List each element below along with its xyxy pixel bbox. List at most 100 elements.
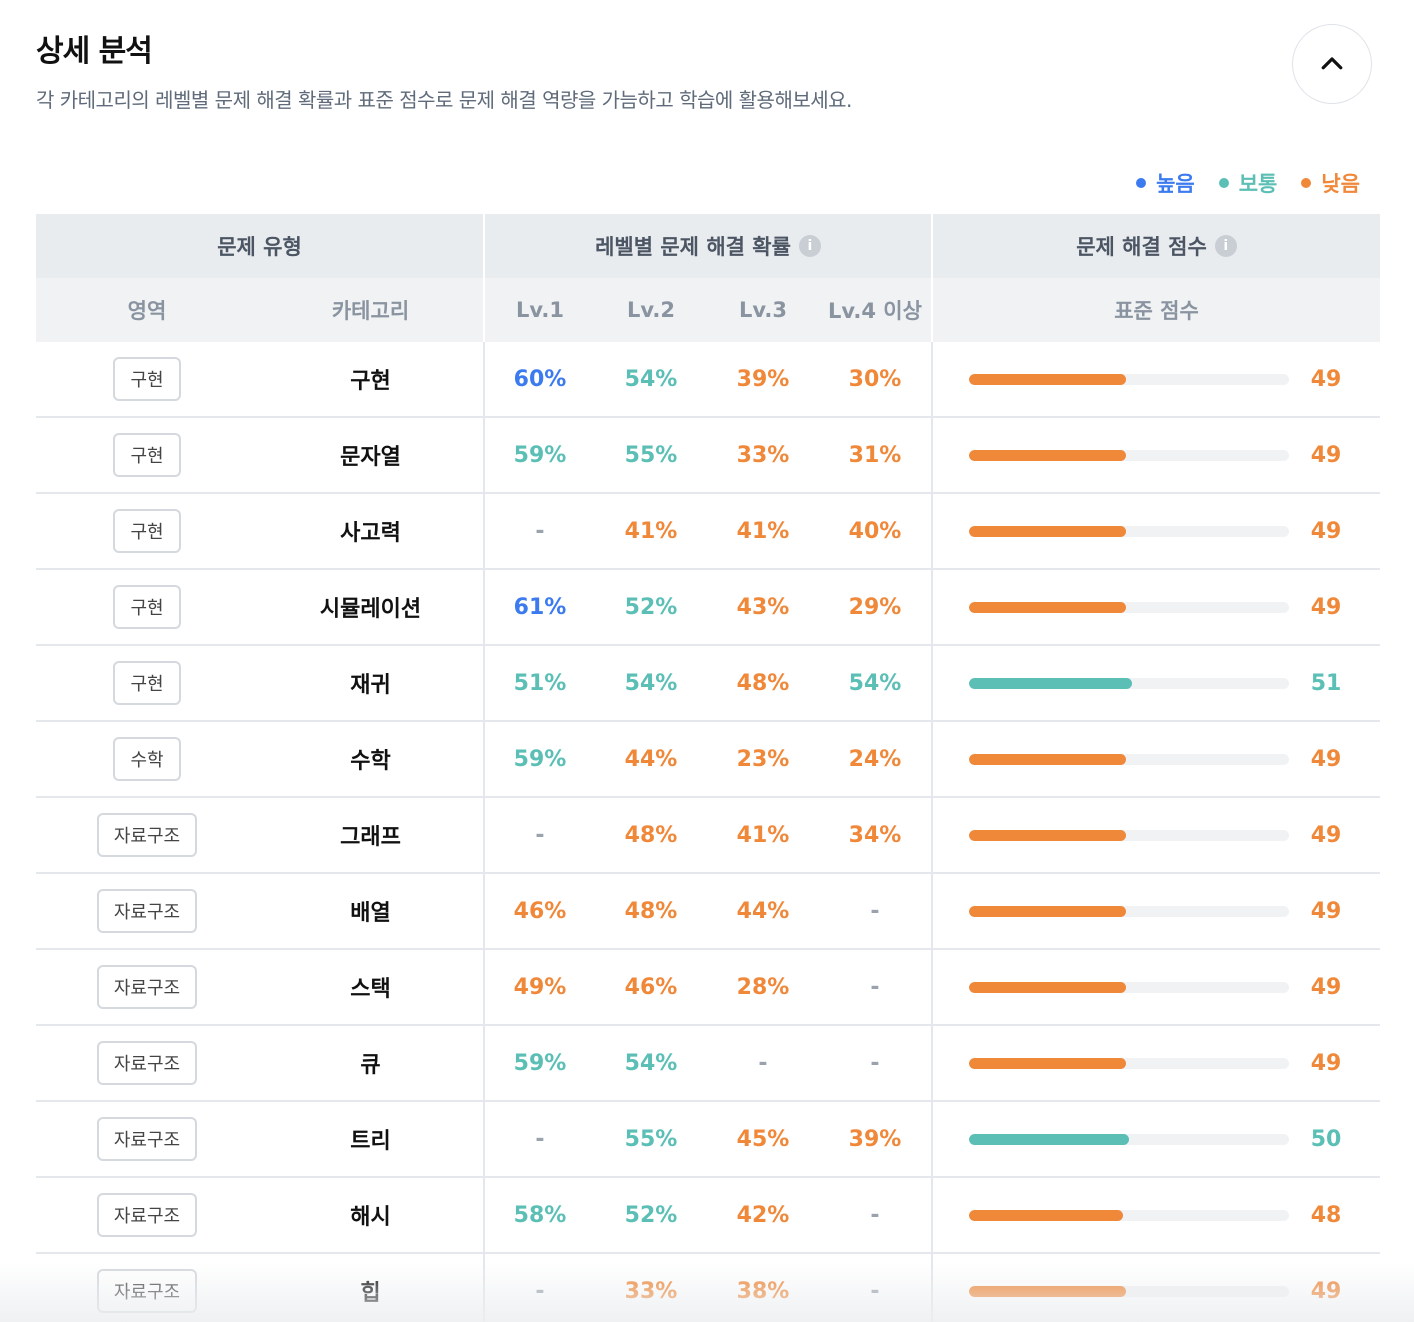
area-tag[interactable]: 구현 [113, 433, 181, 477]
info-icon[interactable]: i [798, 235, 821, 257]
score-cell: 48 [931, 1178, 1380, 1252]
legend-label: 낮음 [1321, 172, 1360, 196]
score-bar-fill [969, 601, 1126, 613]
score-bar [969, 677, 1289, 689]
lv2-probability: 55% [624, 442, 678, 468]
legend-item-low: 낮음 [1301, 168, 1360, 198]
header-solve-score: 문제 해결 점수 i [931, 214, 1380, 278]
score-bar [969, 1285, 1289, 1297]
lv1-probability: 49% [483, 950, 595, 1024]
header-category: 카테고리 [331, 299, 410, 323]
category-name: 그래프 [340, 825, 401, 850]
standard-score: 49 [1310, 366, 1342, 392]
standard-score: 49 [1310, 822, 1342, 848]
legend-label: 높음 [1156, 172, 1195, 196]
lv3-probability: 23% [736, 746, 790, 772]
header-lv3: Lv.3 [739, 298, 787, 322]
chevron-up-icon [1321, 57, 1343, 70]
score-bar-fill [969, 981, 1126, 993]
lv3-probability: 38% [736, 1278, 790, 1304]
area-tag[interactable]: 자료구조 [96, 1117, 198, 1161]
table-row: 자료구조 스택 49% 46% 28% - 49 [36, 950, 1380, 1026]
area-tag[interactable]: 자료구조 [96, 1269, 198, 1313]
area-cell: 구현 [36, 418, 258, 492]
score-cell: 49 [931, 874, 1380, 948]
standard-score: 51 [1310, 670, 1342, 696]
legend-dot [1136, 178, 1147, 188]
score-cell: 49 [931, 570, 1380, 644]
legend-dot [1218, 178, 1229, 188]
area-tag[interactable]: 구현 [113, 661, 181, 705]
legend-label: 보통 [1238, 172, 1278, 196]
score-cell: 49 [931, 1254, 1380, 1322]
score-bar-fill [969, 829, 1126, 841]
score-bar-fill [969, 1285, 1126, 1297]
score-cell: 49 [931, 722, 1380, 796]
area-cell: 수학 [36, 722, 258, 796]
lv4-probability: 40% [848, 518, 902, 544]
legend: 높음 보통 낮음 [1136, 168, 1360, 198]
table-row: 자료구조 큐 59% 54% - - 49 [36, 1026, 1380, 1102]
area-tag[interactable]: 자료구조 [96, 965, 198, 1009]
section-header: 상세 분석 각 카테고리의 레벨별 문제 해결 확률과 표준 점수로 문제 해결… [36, 26, 852, 113]
score-bar [969, 753, 1289, 765]
lv4-probability: 34% [848, 822, 902, 848]
score-bar [969, 1057, 1289, 1069]
lv4-probability: 30% [848, 366, 902, 392]
category-name: 문자열 [340, 445, 401, 470]
area-tag[interactable]: 수학 [113, 737, 181, 781]
lv2-probability: 41% [624, 518, 678, 544]
lv3-probability: 45% [736, 1126, 790, 1152]
area-tag[interactable]: 구현 [113, 585, 181, 629]
lv4-probability: 39% [848, 1126, 902, 1152]
area-tag[interactable]: 자료구조 [96, 889, 198, 933]
lv2-probability: 48% [624, 822, 678, 848]
area-cell: 자료구조 [36, 1254, 258, 1322]
score-cell: 49 [931, 494, 1380, 568]
category-name: 트리 [350, 1129, 391, 1154]
area-tag[interactable]: 자료구조 [96, 1193, 198, 1237]
area-cell: 구현 [36, 494, 258, 568]
lv4-probability: - [870, 898, 880, 924]
table-row: 수학 수학 59% 44% 23% 24% 49 [36, 722, 1380, 798]
collapse-button[interactable] [1292, 24, 1372, 104]
standard-score: 49 [1310, 974, 1342, 1000]
area-tag[interactable]: 구현 [113, 509, 181, 553]
page-title: 상세 분석 [36, 34, 153, 69]
score-cell: 49 [931, 1026, 1380, 1100]
lv2-probability: 55% [624, 1126, 678, 1152]
area-cell: 구현 [36, 570, 258, 644]
category-name: 재귀 [350, 673, 391, 698]
area-cell: 자료구조 [36, 798, 258, 872]
analysis-table: 문제 유형 레벨별 문제 해결 확률 i 문제 해결 점수 i 영역 카테고리 … [36, 214, 1380, 1322]
category-name: 구현 [350, 369, 391, 394]
table-row: 자료구조 트리 - 55% 45% 39% 50 [36, 1102, 1380, 1178]
lv2-probability: 48% [624, 898, 678, 924]
area-tag[interactable]: 자료구조 [96, 813, 198, 857]
category-name: 수학 [350, 749, 391, 774]
info-icon[interactable]: i [1214, 235, 1237, 257]
lv3-probability: 33% [736, 442, 790, 468]
area-tag[interactable]: 구현 [113, 357, 181, 401]
lv2-probability: 46% [624, 974, 678, 1000]
score-bar-fill [969, 905, 1126, 917]
header-problem-type: 문제 유형 [217, 235, 302, 259]
category-name: 스택 [350, 977, 391, 1002]
table-row: 자료구조 해시 58% 52% 42% - 48 [36, 1178, 1380, 1254]
lv2-probability: 54% [624, 366, 678, 392]
score-cell: 49 [931, 418, 1380, 492]
score-bar-fill [969, 1133, 1129, 1145]
standard-score: 49 [1310, 1050, 1342, 1076]
area-cell: 구현 [36, 342, 258, 416]
lv2-probability: 33% [624, 1278, 678, 1304]
score-bar-fill [969, 525, 1126, 537]
area-tag[interactable]: 자료구조 [96, 1041, 198, 1085]
area-cell: 자료구조 [36, 1178, 258, 1252]
lv3-probability: 39% [736, 366, 790, 392]
legend-item-mid: 보통 [1218, 168, 1278, 198]
score-cell: 49 [931, 798, 1380, 872]
table-row: 자료구조 힙 - 33% 38% - 49 [36, 1254, 1380, 1322]
lv4-probability: 54% [848, 670, 902, 696]
score-cell: 49 [931, 950, 1380, 1024]
lv2-probability: 52% [624, 594, 678, 620]
